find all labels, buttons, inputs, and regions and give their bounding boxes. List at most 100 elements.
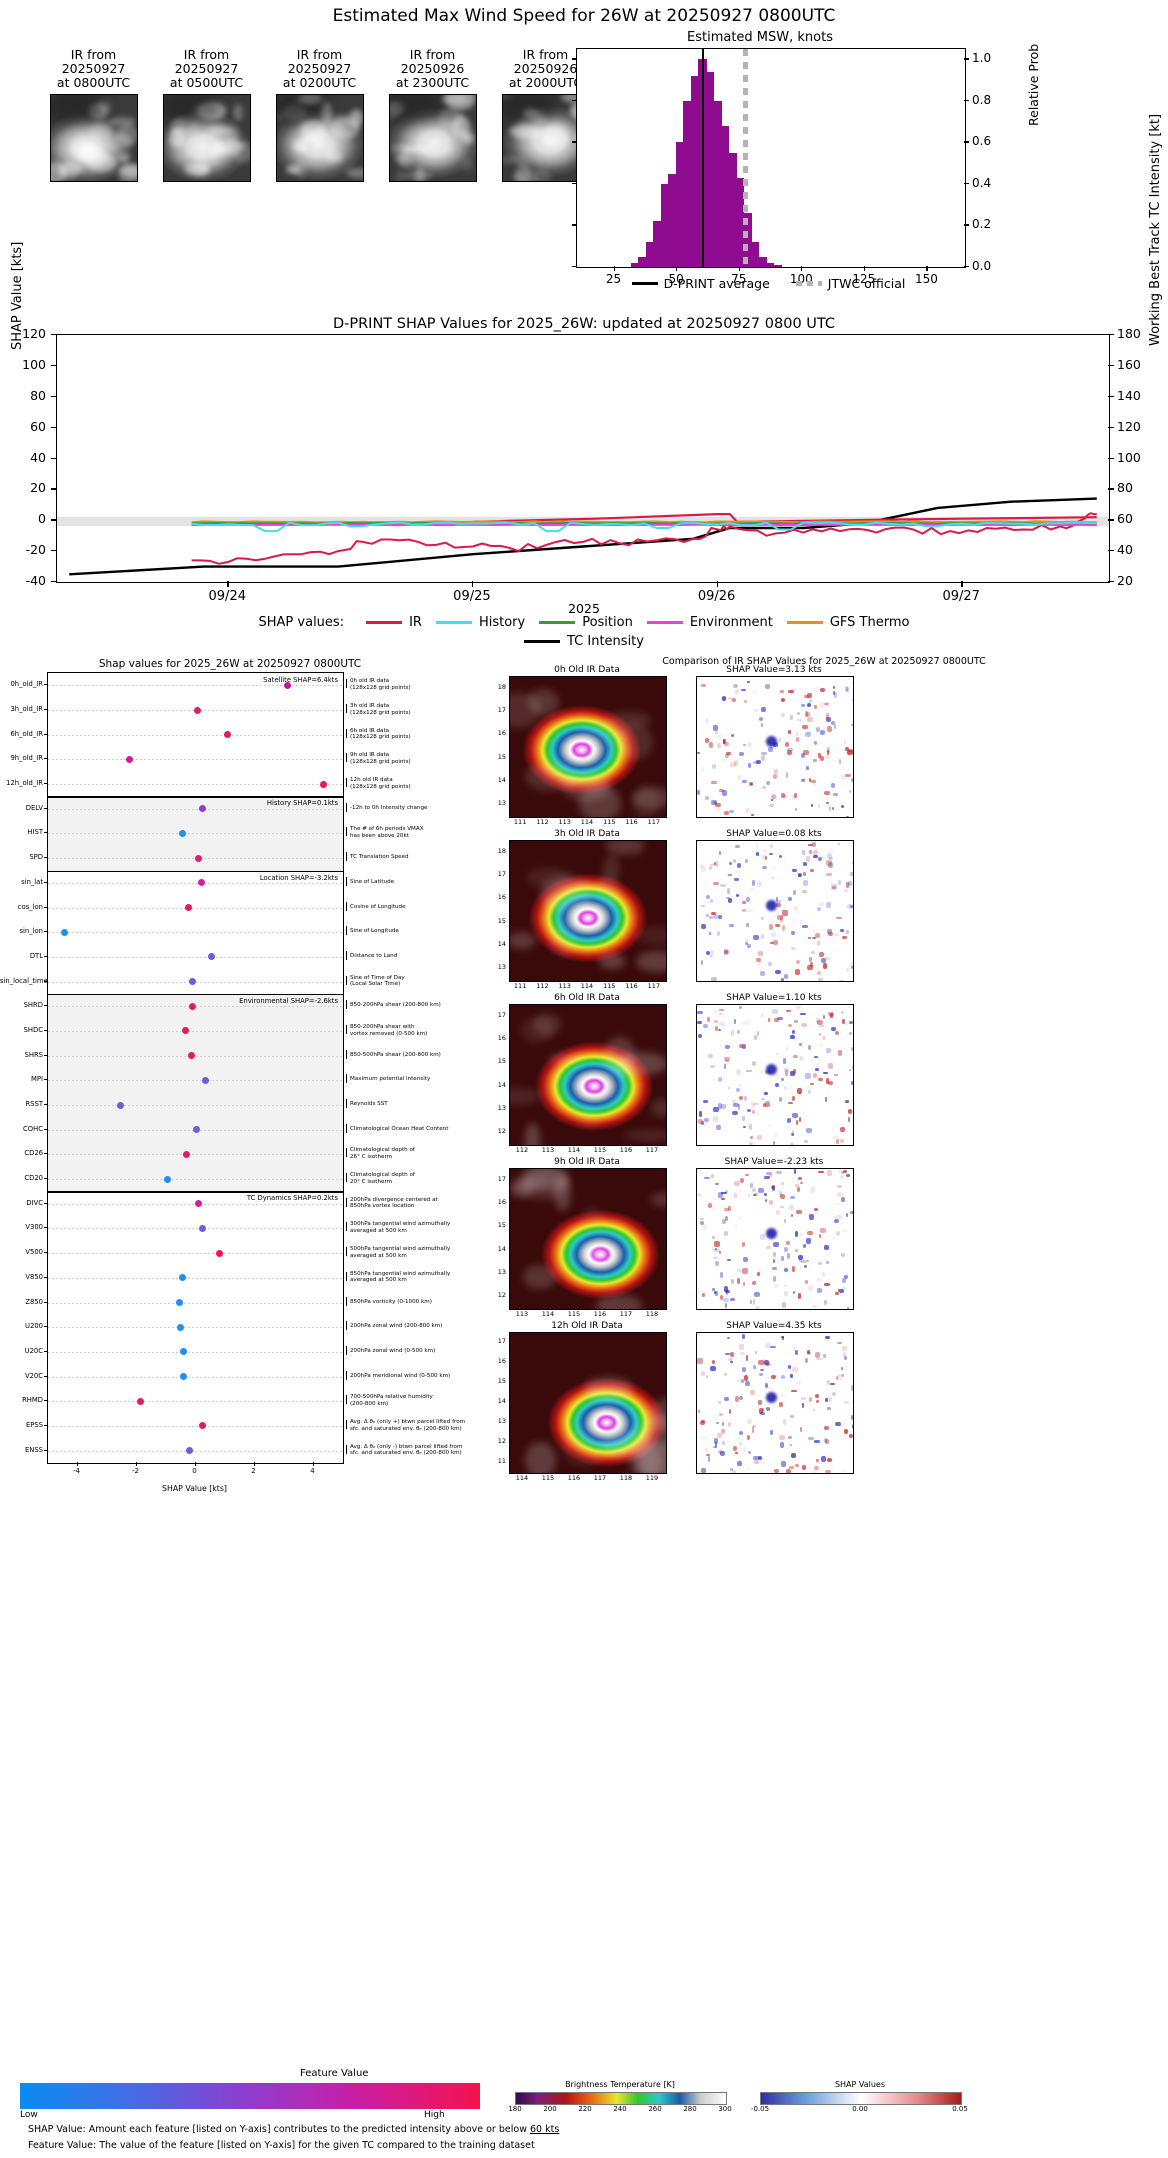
ir-y-tick: 14: [497, 1080, 506, 1089]
ir-x-tick: 112: [536, 818, 549, 826]
shap-colorbar-tick: -0.05: [750, 2105, 770, 2113]
bt-colorbar-tick: 220: [578, 2105, 592, 2113]
shap-feature-label: V500: [25, 1248, 43, 1257]
ir-data-title: 9h Old IR Data: [554, 1157, 620, 1167]
shap-point: [126, 755, 134, 763]
shap-point: [208, 953, 216, 961]
shap-feature-label: U200: [25, 1322, 43, 1331]
histogram-legend: D-PRINT average JTWC official: [556, 276, 981, 291]
line-swatch: [366, 621, 403, 624]
ir-y-tick: 16: [497, 1198, 506, 1206]
feature-value-high-label: High: [424, 2110, 445, 2120]
ir-x-tick: 115: [603, 982, 616, 990]
bt-colorbar-tick: 200: [543, 2105, 557, 2113]
ir-thumbnail-caption: IR from 20250926 at 2300UTC: [395, 47, 470, 90]
ir-y-tick: 18: [497, 682, 506, 691]
shap-point: [189, 1002, 197, 1010]
histogram-x-tick: 50: [668, 272, 684, 286]
ir-x-tick: 113: [541, 1146, 555, 1154]
shap-point: [194, 854, 202, 862]
shap-feature-label: 6h_old_IR: [10, 729, 43, 738]
shap-feature-label: ENSS: [24, 1445, 43, 1454]
timeseries-curves: [69, 497, 1097, 576]
ir-data-image: [509, 1004, 667, 1146]
footnote-feature-value: Feature Value: The value of the feature …: [28, 2140, 535, 2151]
shap-feature-description: 12h old IR data (128x128 grid points): [350, 777, 411, 790]
timeseries-legend-item: TC Intensity: [524, 634, 644, 649]
footnote-shap-value: SHAP Value: Amount each feature [listed …: [28, 2124, 560, 2135]
msw-histogram-panel: Estimated MSW, knots 25 50 75 100 125 150 0.0 0…: [556, 30, 1156, 298]
feature-value-low-label: Low: [20, 2110, 38, 2120]
ir-x-tick: 116: [625, 818, 638, 826]
shap-heatmap: [696, 1004, 854, 1146]
shap-feature-description: 850-200hPa shear with vortex removed (0-…: [350, 1023, 428, 1037]
ir-y-tick: 15: [497, 1377, 506, 1385]
shap-feature-description: 850-500hPa shear (200-800 km): [350, 1051, 441, 1058]
shap-point: [60, 928, 68, 936]
shap-feature-label: RSST: [25, 1100, 43, 1109]
shap-value-title: SHAP Value=0.08 kts: [726, 829, 822, 839]
ir-y-tick: 13: [497, 1104, 506, 1112]
ir-thumbnail-0: IR from 20250927 at 0800UTC: [41, 48, 146, 182]
histogram-y-tick: 0.8: [972, 92, 992, 107]
timeseries-left-tick: 60: [30, 418, 46, 434]
ir-x-tick: 114: [580, 818, 594, 826]
series-line: [472, 513, 1097, 523]
ir-y-tick: 12: [497, 1437, 506, 1445]
histogram-bar: [638, 256, 647, 267]
shap-feature-description: 850hPa tangential wind azimuthally avera…: [350, 1270, 451, 1284]
shap-feature-description: Sine of Longitude: [350, 928, 399, 935]
shap-feature-description: Cosine of Longitude: [350, 903, 406, 910]
ir-data-image: [509, 676, 667, 818]
series-line: [191, 521, 1097, 533]
histogram-x-tick: 150: [914, 272, 938, 286]
timeseries-legend-prefix: SHAP values:: [258, 615, 345, 630]
bt-colorbar-title: Brightness Temperature [K]: [565, 2080, 675, 2089]
shap-feature-description: Climatological depth of 20° C isotherm: [350, 1172, 415, 1185]
shap-feature-description: 200hPa meridional wind (0-500 km): [350, 1372, 451, 1379]
timeseries-right-tick: 140: [1117, 387, 1141, 403]
ir-x-tick: 115: [603, 818, 616, 826]
timeseries-legend: SHAP values: IR History Position Environment…: [0, 615, 1168, 649]
shap-feature-description: Maximum potential intensity: [350, 1076, 431, 1083]
shap-point: [199, 805, 207, 813]
shap-feature-description: Climatological depth of 26° C isotherm: [350, 1147, 415, 1160]
ir-x-tick: 114: [515, 1474, 529, 1482]
shap-feature-description: 200hPa zonal wind (200-800 km): [350, 1323, 443, 1330]
shap-feature-label: U20C: [24, 1346, 43, 1355]
timeseries-right-tick: 180: [1117, 326, 1141, 341]
shap-point: [180, 1373, 188, 1381]
histogram-legend-item: JTWC official: [795, 276, 905, 291]
shap-point: [175, 1299, 183, 1307]
timeseries-right-tick: 20: [1117, 573, 1133, 588]
timeseries-legend-label: History: [478, 615, 526, 630]
histogram-bar: [675, 142, 684, 267]
timeseries-title: D-PRINT SHAP Values for 2025_26W: update…: [332, 316, 836, 332]
shap-feature-description: Avg. Δ θₑ (only -) btwn parcel lifted fr…: [350, 1443, 463, 1457]
series-line: [191, 512, 1097, 565]
shap-colorbar-title: SHAP Values: [834, 2080, 886, 2089]
ir-thumbnail-caption: IR from 20250927 at 0800UTC: [56, 47, 131, 90]
shap-feature-description: 0h old IR data (128x128 grid points): [350, 678, 411, 691]
timeseries-legend-item: Position: [539, 615, 633, 630]
solid-line-swatch: [631, 282, 658, 285]
shap-feature-description: 300hPa tangential wind azimuthally avera…: [350, 1221, 451, 1235]
timeseries-legend-item: IR: [366, 615, 422, 630]
shap-feature-label: sin_local_time: [0, 976, 48, 985]
histogram-bar: [773, 264, 782, 267]
ir-y-tick: 16: [497, 1357, 506, 1365]
timeseries-right-tick: 160: [1117, 356, 1141, 372]
shap-feature-description: 850hPa vorticity (0-1000 km): [350, 1298, 432, 1305]
histogram-bar: [728, 152, 737, 267]
shap-x-tick: 0: [192, 1467, 197, 1475]
histogram-x-tick: 125: [852, 272, 876, 286]
histogram-bar: [713, 100, 722, 267]
ir-x-tick: 117: [619, 1310, 633, 1318]
shap-point: [184, 904, 192, 912]
timeseries-right-tick: 100: [1117, 449, 1141, 465]
shap-point: [163, 1175, 171, 1183]
ir-x-tick: 114: [567, 1146, 581, 1154]
ir-x-tick: 118: [645, 1310, 659, 1318]
ir-thumbnail-caption: IR from 20250927 at 0500UTC: [169, 47, 244, 90]
ir-x-tick: 116: [593, 1310, 607, 1318]
